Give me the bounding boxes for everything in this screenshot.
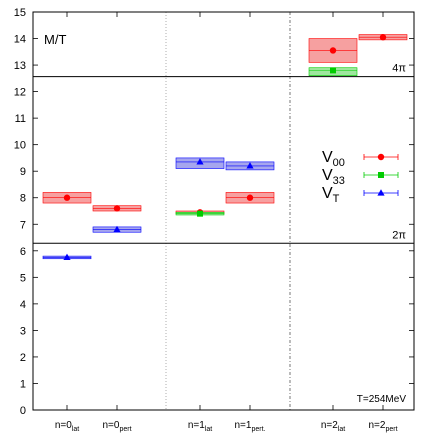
y-tick-label: 9 bbox=[20, 166, 26, 178]
y-tick-label: 11 bbox=[15, 113, 26, 125]
data-point bbox=[329, 47, 337, 54]
y-tick-label: 6 bbox=[20, 246, 26, 258]
y-axis-label: M/T bbox=[44, 32, 66, 47]
legend-marker bbox=[378, 172, 384, 178]
legend-marker bbox=[377, 153, 385, 161]
data-point bbox=[330, 67, 336, 74]
x-tick-label: n=1pert. bbox=[235, 420, 266, 433]
legend-label: VT bbox=[322, 185, 340, 205]
y-tick-label: 2 bbox=[20, 352, 26, 364]
x-tick-label: n=2lat bbox=[321, 420, 345, 433]
y-tick-label: 14 bbox=[14, 34, 26, 46]
legend-marker bbox=[377, 189, 385, 196]
y-tick-label: 15 bbox=[14, 7, 26, 19]
data-point bbox=[113, 205, 121, 212]
y-tick-label: 12 bbox=[14, 87, 26, 99]
data-point bbox=[246, 162, 254, 169]
y-tick-label: 0 bbox=[20, 405, 26, 417]
data-point bbox=[63, 194, 71, 201]
reference-line-label: 4π bbox=[392, 63, 406, 75]
reference-line-label: 2π bbox=[392, 229, 406, 241]
y-tick-label: 3 bbox=[20, 325, 26, 337]
x-tick-label: n=2pert bbox=[368, 420, 397, 433]
data-point bbox=[379, 34, 387, 41]
x-tick-label: n=0pert bbox=[102, 420, 131, 433]
y-tick-label: 13 bbox=[14, 60, 26, 72]
data-point bbox=[246, 194, 254, 201]
y-tick-label: 1 bbox=[20, 378, 26, 390]
y-tick-label: 7 bbox=[20, 219, 26, 231]
x-tick-label: n=1lat bbox=[188, 420, 212, 433]
x-tick-label: n=0lat bbox=[55, 420, 79, 433]
data-point bbox=[113, 225, 121, 233]
data-point bbox=[196, 158, 204, 165]
legend-label: V33 bbox=[322, 167, 345, 187]
annotation: T=254MeV bbox=[357, 394, 407, 405]
plot-frame bbox=[32, 11, 415, 411]
data-point bbox=[197, 210, 203, 217]
y-tick-label: 4 bbox=[20, 299, 26, 311]
legend-label: V00 bbox=[322, 149, 345, 169]
y-tick-label: 10 bbox=[14, 140, 26, 152]
y-tick-label: 8 bbox=[20, 193, 26, 205]
data-point bbox=[63, 253, 71, 261]
y-tick-label: 5 bbox=[20, 272, 26, 284]
